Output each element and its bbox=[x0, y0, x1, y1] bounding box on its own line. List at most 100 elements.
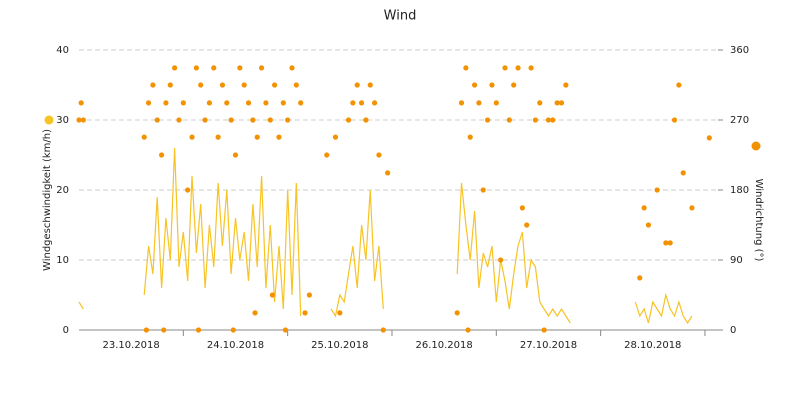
direction-point bbox=[524, 222, 530, 228]
direction-point bbox=[150, 82, 156, 88]
direction-point bbox=[80, 117, 86, 123]
direction-point bbox=[563, 82, 569, 88]
direction-point bbox=[458, 100, 465, 106]
direction-point bbox=[485, 117, 491, 123]
direction-point bbox=[78, 100, 84, 106]
direction-point bbox=[550, 117, 556, 123]
x-tick-label: 23.10.2018 bbox=[103, 340, 160, 351]
direction-point bbox=[641, 205, 647, 211]
y2-tick-label: 0 bbox=[730, 325, 736, 336]
direction-point bbox=[467, 134, 473, 140]
y2-axis-title: Windrichtung (°) bbox=[753, 179, 764, 262]
direction-point bbox=[254, 134, 260, 140]
direction-point bbox=[476, 100, 482, 106]
direction-point bbox=[228, 117, 234, 123]
direction-point bbox=[306, 292, 312, 298]
chart-title: Wind bbox=[384, 9, 417, 24]
y2-tick-label: 270 bbox=[730, 115, 749, 126]
direction-point bbox=[193, 65, 199, 71]
direction-point bbox=[385, 170, 391, 176]
direction-point bbox=[465, 327, 471, 333]
direction-point bbox=[224, 100, 230, 106]
direction-point bbox=[141, 134, 147, 140]
direction-point bbox=[354, 82, 360, 88]
y-tick-label: 30 bbox=[56, 115, 69, 126]
y-legend-dot bbox=[44, 115, 54, 125]
direction-point bbox=[645, 222, 652, 228]
direction-point bbox=[154, 117, 160, 123]
y2-tick-label: 360 bbox=[730, 45, 749, 56]
direction-point bbox=[689, 205, 695, 211]
direction-point bbox=[471, 82, 478, 88]
direction-point bbox=[185, 187, 191, 193]
direction-point bbox=[158, 152, 165, 158]
direction-point bbox=[337, 310, 343, 316]
x-tick-label: 28.10.2018 bbox=[624, 340, 681, 351]
direction-point bbox=[454, 310, 460, 316]
direction-point bbox=[276, 134, 282, 140]
direction-point bbox=[232, 152, 239, 158]
direction-point bbox=[230, 327, 236, 333]
direction-point bbox=[76, 117, 82, 123]
direction-point bbox=[480, 187, 486, 193]
direction-point bbox=[211, 65, 217, 71]
direction-point bbox=[282, 327, 289, 333]
direction-point bbox=[189, 134, 195, 140]
x-tick-label: 25.10.2018 bbox=[311, 340, 368, 351]
direction-point bbox=[498, 257, 504, 263]
direction-point bbox=[145, 100, 152, 106]
direction-point bbox=[358, 100, 365, 106]
direction-point bbox=[502, 65, 508, 71]
speed-line bbox=[79, 148, 709, 323]
direction-point bbox=[506, 117, 512, 123]
direction-point bbox=[237, 65, 243, 71]
direction-point bbox=[363, 117, 369, 123]
x-tick-label: 27.10.2018 bbox=[520, 340, 577, 351]
direction-point bbox=[350, 100, 356, 106]
direction-point bbox=[258, 65, 265, 71]
direction-point bbox=[532, 117, 539, 123]
direction-point bbox=[241, 82, 247, 88]
direction-point bbox=[172, 65, 178, 71]
direction-point bbox=[195, 327, 202, 333]
direction-point bbox=[206, 100, 213, 106]
direction-point bbox=[280, 100, 286, 106]
direction-point bbox=[293, 82, 299, 88]
direction-point bbox=[558, 100, 565, 106]
direction-point bbox=[545, 117, 552, 123]
direction-point bbox=[671, 117, 678, 123]
direction-point bbox=[198, 82, 204, 88]
direction-point bbox=[706, 135, 712, 141]
direction-point bbox=[269, 292, 276, 298]
direction-point bbox=[654, 187, 660, 193]
y2-legend-dot bbox=[751, 141, 761, 151]
direction-point bbox=[332, 134, 339, 140]
direction-point bbox=[252, 310, 258, 316]
direction-point bbox=[202, 117, 208, 123]
direction-point bbox=[367, 82, 373, 88]
direction-point bbox=[528, 65, 534, 71]
direction-point bbox=[371, 100, 378, 106]
direction-point bbox=[676, 82, 682, 88]
direction-point bbox=[376, 152, 382, 158]
direction-point bbox=[663, 240, 669, 246]
direction-point bbox=[285, 117, 291, 123]
direction-point bbox=[463, 65, 469, 71]
y2-tick-label: 90 bbox=[730, 255, 743, 266]
direction-point bbox=[167, 82, 173, 88]
direction-point bbox=[219, 82, 226, 88]
y2-tick-label: 180 bbox=[730, 185, 749, 196]
y-tick-label: 40 bbox=[56, 45, 69, 56]
direction-point bbox=[215, 134, 221, 140]
direction-point bbox=[263, 100, 269, 106]
y-tick-label: 20 bbox=[56, 185, 69, 196]
direction-point bbox=[180, 100, 186, 106]
direction-point bbox=[380, 327, 386, 333]
direction-point bbox=[680, 170, 686, 176]
direction-point bbox=[345, 117, 352, 123]
direction-point bbox=[493, 100, 499, 106]
direction-point bbox=[637, 275, 643, 281]
direction-point bbox=[176, 117, 182, 123]
direction-point bbox=[250, 117, 256, 123]
x-tick-label: 24.10.2018 bbox=[207, 340, 264, 351]
